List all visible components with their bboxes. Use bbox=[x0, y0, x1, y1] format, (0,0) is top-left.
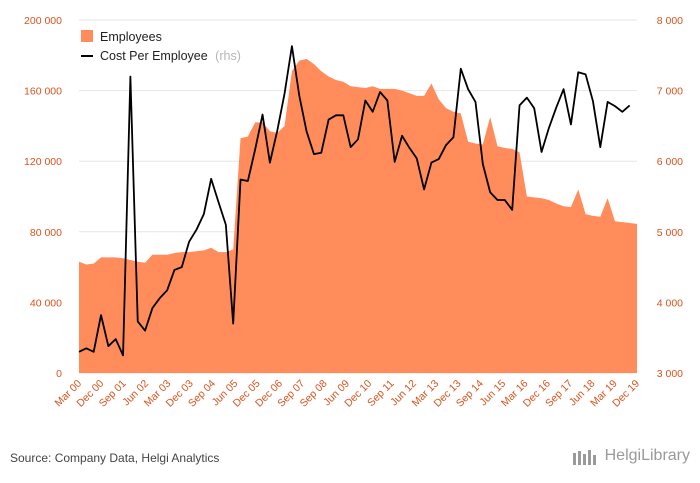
right-tick-label: 8 000 bbox=[657, 15, 683, 27]
left-axis-ticks: 0 40 000 80 000 120 000 160 000 200 000 bbox=[24, 15, 62, 380]
library-logo-icon bbox=[572, 450, 596, 465]
right-tick-label: 7 000 bbox=[657, 86, 683, 98]
cost-line-layer bbox=[78, 45, 631, 357]
brand-name: HelgiLibrary bbox=[604, 447, 690, 464]
legend: Employees Cost Per Employee (rhs) bbox=[81, 30, 241, 63]
left-tick-label: 200 000 bbox=[24, 15, 62, 27]
left-tick-label: 160 000 bbox=[24, 86, 62, 98]
legend-cost-suffix: (rhs) bbox=[215, 49, 241, 63]
legend-employees-swatch bbox=[81, 30, 93, 42]
legend-cost-label: Cost Per Employee (rhs) bbox=[100, 49, 241, 63]
right-tick-label: 5 000 bbox=[657, 227, 683, 239]
left-tick-label: 80 000 bbox=[30, 227, 62, 239]
employees-area bbox=[79, 58, 637, 373]
left-tick-label: 40 000 bbox=[30, 297, 62, 309]
right-axis-ticks: 3 000 4 000 5 000 6 000 7 000 8 000 bbox=[657, 15, 683, 380]
right-tick-label: 4 000 bbox=[657, 297, 683, 309]
brand-logo: HelgiLibrary bbox=[571, 447, 690, 465]
right-tick-label: 6 000 bbox=[657, 156, 683, 168]
source-note: Source: Company Data, Helgi Analytics bbox=[10, 451, 220, 465]
legend-cost-text: Cost Per Employee bbox=[100, 49, 208, 63]
employees-area-layer bbox=[79, 58, 637, 373]
left-tick-label: 0 bbox=[56, 368, 62, 380]
cost-per-employee-line bbox=[78, 45, 631, 357]
right-tick-label: 3 000 bbox=[657, 368, 683, 380]
left-tick-label: 120 000 bbox=[24, 156, 62, 168]
legend-employees-label: Employees bbox=[100, 30, 162, 44]
